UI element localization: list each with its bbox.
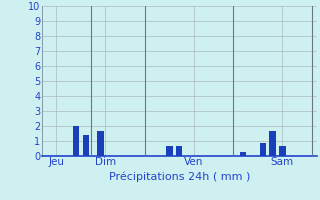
Bar xyxy=(83,135,89,156)
Bar xyxy=(279,146,285,156)
Bar xyxy=(166,146,172,156)
Bar xyxy=(73,126,79,156)
Bar xyxy=(240,152,246,156)
Bar xyxy=(97,131,104,156)
Bar xyxy=(260,142,266,156)
X-axis label: Précipitations 24h ( mm ): Précipitations 24h ( mm ) xyxy=(108,172,250,182)
Bar xyxy=(176,146,182,156)
Bar xyxy=(269,131,276,156)
